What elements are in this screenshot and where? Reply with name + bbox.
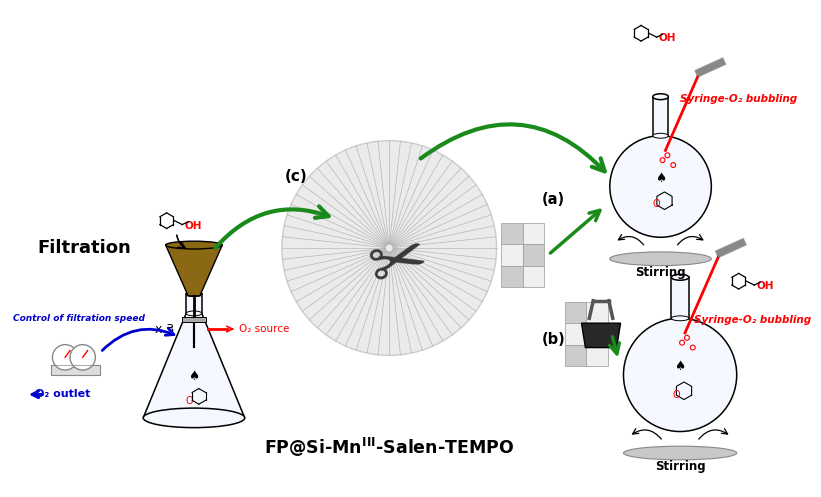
Text: (a): (a) — [542, 192, 565, 207]
Ellipse shape — [186, 291, 202, 296]
Text: OH: OH — [658, 33, 677, 43]
Ellipse shape — [166, 241, 222, 249]
Circle shape — [610, 136, 711, 237]
Bar — [586, 302, 608, 323]
Text: Control of filtration speed: Control of filtration speed — [13, 314, 144, 323]
Text: Filtration: Filtration — [38, 239, 131, 257]
Bar — [52, 365, 100, 375]
Bar — [182, 317, 206, 322]
Text: O: O — [186, 396, 193, 406]
Ellipse shape — [653, 133, 668, 138]
Bar — [523, 244, 544, 265]
Bar — [502, 265, 523, 287]
Polygon shape — [143, 314, 245, 418]
Text: O: O — [672, 390, 680, 400]
Ellipse shape — [186, 311, 202, 316]
Ellipse shape — [672, 274, 689, 280]
Bar — [653, 97, 668, 136]
Text: O₂ source: O₂ source — [239, 324, 289, 334]
Text: O: O — [653, 199, 660, 209]
Text: (b): (b) — [541, 332, 565, 347]
Bar — [186, 294, 202, 314]
Bar — [523, 223, 544, 244]
Bar — [565, 323, 586, 344]
Text: ♠: ♠ — [188, 370, 200, 383]
Polygon shape — [166, 245, 222, 296]
Ellipse shape — [653, 94, 668, 99]
Circle shape — [53, 344, 78, 370]
Text: Stirring: Stirring — [655, 460, 705, 473]
Circle shape — [282, 141, 497, 355]
Circle shape — [70, 344, 95, 370]
Text: Syringe-O₂ bubbling: Syringe-O₂ bubbling — [694, 315, 811, 325]
Text: OH: OH — [184, 221, 202, 231]
Bar — [565, 344, 586, 366]
Text: ♠: ♠ — [655, 172, 666, 185]
Text: (c): (c) — [285, 169, 308, 184]
Text: Syringe-O₂ bubbling: Syringe-O₂ bubbling — [680, 93, 797, 104]
Text: OH: OH — [756, 281, 773, 291]
Text: ✂: ✂ — [362, 225, 436, 305]
Bar — [672, 277, 689, 318]
Bar — [502, 223, 523, 244]
Polygon shape — [581, 323, 621, 347]
Ellipse shape — [610, 252, 711, 265]
Circle shape — [623, 318, 736, 431]
Ellipse shape — [143, 408, 245, 427]
Ellipse shape — [623, 446, 736, 460]
Bar — [565, 302, 586, 323]
Bar — [586, 344, 608, 366]
Text: Stirring: Stirring — [635, 266, 686, 279]
Text: x 3: x 3 — [155, 323, 174, 335]
Text: O₂ outlet: O₂ outlet — [34, 390, 89, 400]
Bar — [502, 244, 523, 265]
Bar — [586, 323, 608, 344]
Text: FP@Si-Mn$^{\mathbf{III}}$-Salen-TEMPO: FP@Si-Mn$^{\mathbf{III}}$-Salen-TEMPO — [264, 435, 514, 459]
Text: ♠: ♠ — [675, 360, 686, 373]
Ellipse shape — [672, 316, 689, 321]
Bar — [523, 265, 544, 287]
